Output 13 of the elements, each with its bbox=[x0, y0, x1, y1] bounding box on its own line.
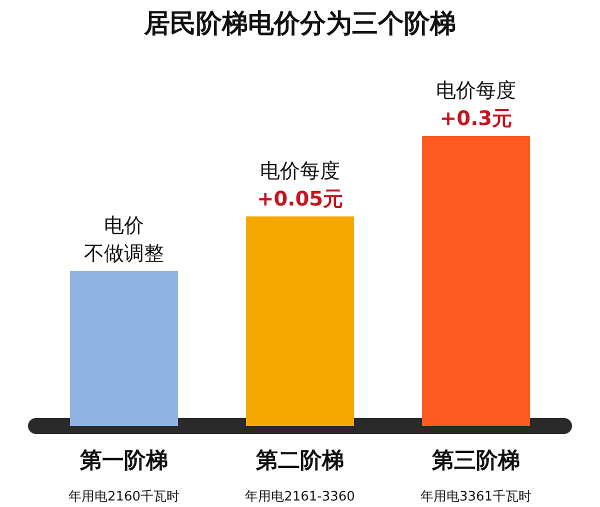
annotation: 电价每度 bbox=[436, 78, 516, 102]
annotation: 电价每度 bbox=[260, 158, 340, 182]
chart-title: 居民阶梯电价分为三个阶梯 bbox=[143, 9, 456, 39]
x-tick-label: 第二阶梯 bbox=[255, 448, 344, 474]
text: 年用电2161-3360 bbox=[245, 490, 355, 504]
x-tick-label: 第一阶梯 bbox=[79, 448, 168, 474]
annotation: 电价 bbox=[104, 212, 144, 237]
x-tick-label: 第三阶梯 bbox=[431, 448, 520, 474]
text: 年用电2160千瓦时 bbox=[68, 490, 180, 504]
annotation: 不做调整 bbox=[84, 240, 164, 265]
annotation: +0.3元 bbox=[440, 106, 512, 130]
text: 年用电3361千瓦时 bbox=[420, 490, 532, 504]
annotation: +0.05元 bbox=[256, 186, 344, 210]
